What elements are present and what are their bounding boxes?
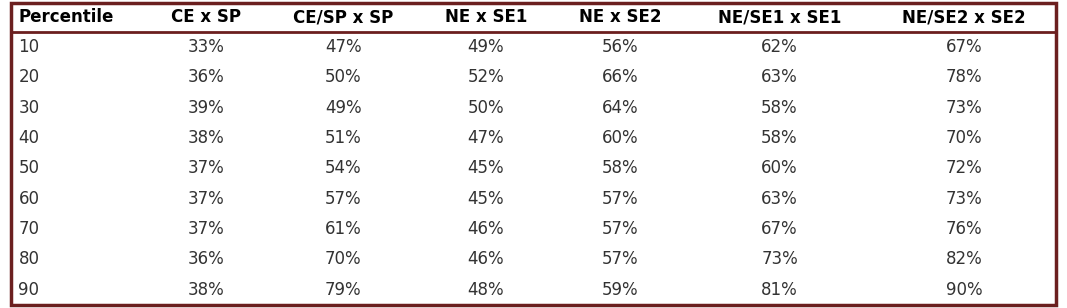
Text: 30: 30 (18, 99, 39, 117)
Text: 46%: 46% (467, 220, 505, 238)
Text: 76%: 76% (945, 220, 983, 238)
Text: 90: 90 (18, 281, 39, 299)
Text: 63%: 63% (761, 190, 798, 208)
Text: 37%: 37% (188, 190, 225, 208)
Text: 73%: 73% (945, 190, 983, 208)
Text: 51%: 51% (325, 129, 362, 147)
Text: 54%: 54% (325, 159, 362, 177)
Text: 50: 50 (18, 159, 39, 177)
Text: 67%: 67% (945, 38, 983, 56)
Text: 63%: 63% (761, 68, 798, 86)
Text: 36%: 36% (188, 68, 225, 86)
Text: 61%: 61% (325, 220, 362, 238)
Text: 70: 70 (18, 220, 39, 238)
Text: 49%: 49% (325, 99, 362, 117)
Text: 67%: 67% (761, 220, 798, 238)
Text: 58%: 58% (602, 159, 638, 177)
Text: 40: 40 (18, 129, 39, 147)
Text: 90%: 90% (945, 281, 983, 299)
Text: 70%: 70% (945, 129, 983, 147)
Text: 45%: 45% (467, 159, 505, 177)
Text: 59%: 59% (602, 281, 638, 299)
Text: 81%: 81% (761, 281, 798, 299)
Text: 79%: 79% (325, 281, 362, 299)
Text: 58%: 58% (761, 99, 798, 117)
Text: 37%: 37% (188, 159, 225, 177)
Text: 66%: 66% (602, 68, 638, 86)
Text: 39%: 39% (188, 99, 225, 117)
Text: 10: 10 (18, 38, 39, 56)
Text: 47%: 47% (467, 129, 505, 147)
Text: 57%: 57% (602, 250, 638, 268)
Text: 52%: 52% (467, 68, 505, 86)
Text: 33%: 33% (188, 38, 225, 56)
Text: NE x SE1: NE x SE1 (445, 8, 527, 26)
Text: 57%: 57% (602, 190, 638, 208)
Text: 57%: 57% (602, 220, 638, 238)
Text: 37%: 37% (188, 220, 225, 238)
Text: 73%: 73% (945, 99, 983, 117)
Text: 73%: 73% (761, 250, 798, 268)
Text: 58%: 58% (761, 129, 798, 147)
Text: 48%: 48% (467, 281, 505, 299)
Text: 38%: 38% (188, 281, 225, 299)
Text: 82%: 82% (945, 250, 983, 268)
Text: 60%: 60% (602, 129, 638, 147)
Text: 60%: 60% (761, 159, 798, 177)
Text: Percentile: Percentile (18, 8, 114, 26)
Text: 70%: 70% (325, 250, 362, 268)
Text: 78%: 78% (945, 68, 983, 86)
Text: 20: 20 (18, 68, 39, 86)
Text: 56%: 56% (602, 38, 638, 56)
Text: NE/SE2 x SE2: NE/SE2 x SE2 (903, 8, 1025, 26)
Text: 38%: 38% (188, 129, 225, 147)
Text: 80: 80 (18, 250, 39, 268)
Text: NE/SE1 x SE1: NE/SE1 x SE1 (718, 8, 841, 26)
Text: 60: 60 (18, 190, 39, 208)
Text: 62%: 62% (761, 38, 798, 56)
Text: 49%: 49% (467, 38, 505, 56)
Text: 72%: 72% (945, 159, 983, 177)
Text: 46%: 46% (467, 250, 505, 268)
Text: NE x SE2: NE x SE2 (579, 8, 662, 26)
Text: 57%: 57% (325, 190, 362, 208)
Text: 45%: 45% (467, 190, 505, 208)
Text: CE/SP x SP: CE/SP x SP (293, 8, 394, 26)
Text: 47%: 47% (325, 38, 362, 56)
Text: 50%: 50% (467, 99, 505, 117)
Text: 50%: 50% (325, 68, 362, 86)
Text: CE x SP: CE x SP (172, 8, 241, 26)
Text: 36%: 36% (188, 250, 225, 268)
Text: 64%: 64% (602, 99, 638, 117)
